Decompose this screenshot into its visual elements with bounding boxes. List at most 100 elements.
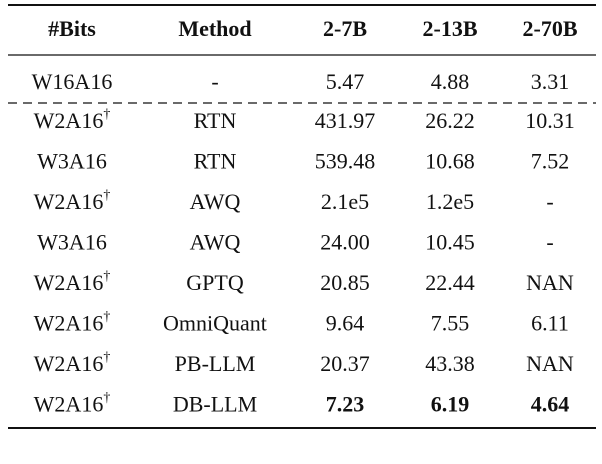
bits-cell: W2A16† bbox=[34, 391, 111, 417]
value-cell-text: 3.31 bbox=[531, 69, 570, 94]
value-cell-text: 6.19 bbox=[431, 392, 470, 417]
bits-cell-text: W2A16 bbox=[34, 189, 104, 214]
bits-cell-text: W3A16 bbox=[37, 149, 107, 174]
header-cell: Method bbox=[178, 16, 251, 41]
value-cell: 431.97 bbox=[315, 108, 376, 133]
bits-cell-text: W2A16 bbox=[34, 270, 104, 295]
footnote-mark: † bbox=[103, 310, 110, 325]
header-cell: #Bits bbox=[48, 16, 96, 41]
value-cell-text: 4.64 bbox=[531, 392, 570, 417]
header-cell-text: #Bits bbox=[48, 16, 96, 41]
value-cell-text: 6.11 bbox=[531, 311, 569, 336]
value-cell-text: 22.44 bbox=[425, 270, 475, 295]
footnote-mark: † bbox=[103, 391, 110, 406]
value-cell: NAN bbox=[526, 351, 574, 376]
method-cell: RTN bbox=[194, 149, 237, 174]
method-cell: RTN bbox=[194, 108, 237, 133]
bits-cell: W2A16† bbox=[34, 310, 111, 336]
header-cell: 2-70B bbox=[523, 16, 578, 41]
value-cell-text: 1.2e5 bbox=[426, 189, 474, 214]
value-cell-text: 24.00 bbox=[320, 230, 370, 255]
value-cell: 43.38 bbox=[425, 351, 475, 376]
bits-cell: W2A16† bbox=[34, 350, 111, 376]
value-cell: 3.31 bbox=[531, 69, 570, 94]
footnote-mark: † bbox=[103, 269, 110, 284]
value-cell-text: 539.48 bbox=[315, 149, 376, 174]
value-cell-text: 9.64 bbox=[326, 311, 365, 336]
value-cell-text: - bbox=[546, 230, 553, 255]
value-cell-text: 2.1e5 bbox=[321, 189, 369, 214]
header-cell: 2-13B bbox=[423, 16, 478, 41]
bits-cell-text: W2A16 bbox=[34, 108, 104, 133]
value-cell: 7.55 bbox=[431, 311, 470, 336]
value-cell: 4.88 bbox=[431, 69, 470, 94]
footnote-mark: † bbox=[103, 188, 110, 203]
value-cell: 10.68 bbox=[425, 149, 475, 174]
method-cell: GPTQ bbox=[186, 270, 244, 295]
value-cell: 20.37 bbox=[320, 351, 370, 376]
method-cell-text: AWQ bbox=[190, 230, 241, 255]
method-cell: DB-LLM bbox=[173, 392, 257, 417]
footnote-mark: † bbox=[103, 350, 110, 365]
bits-cell: W2A16† bbox=[34, 107, 111, 133]
value-cell-text: 10.68 bbox=[425, 149, 475, 174]
bits-cell: W2A16† bbox=[34, 269, 111, 295]
value-cell-text: 10.45 bbox=[425, 230, 475, 255]
value-cell-text: 10.31 bbox=[525, 108, 575, 133]
value-cell: 9.64 bbox=[326, 311, 365, 336]
value-cell-text: 4.88 bbox=[431, 69, 470, 94]
value-cell: 20.85 bbox=[320, 270, 370, 295]
bits-cell-text: W2A16 bbox=[34, 311, 104, 336]
value-cell: NAN bbox=[526, 270, 574, 295]
value-cell: 10.31 bbox=[525, 108, 575, 133]
value-cell: - bbox=[546, 230, 553, 255]
method-cell: - bbox=[211, 69, 218, 94]
bits-cell: W3A16 bbox=[37, 230, 107, 255]
value-cell: 22.44 bbox=[425, 270, 475, 295]
method-cell-text: OmniQuant bbox=[163, 311, 267, 336]
method-cell-text: GPTQ bbox=[186, 270, 244, 295]
method-cell: AWQ bbox=[190, 230, 241, 255]
footnote-mark: † bbox=[103, 107, 110, 122]
value-cell-text: 7.55 bbox=[431, 311, 470, 336]
value-cell-text: NAN bbox=[526, 351, 574, 376]
method-cell-text: AWQ bbox=[190, 189, 241, 214]
value-cell: 1.2e5 bbox=[426, 189, 474, 214]
value-cell-text: 7.23 bbox=[326, 392, 365, 417]
header-cell-text: 2-13B bbox=[423, 16, 478, 41]
value-cell: 10.45 bbox=[425, 230, 475, 255]
bits-cell-text: W2A16 bbox=[34, 351, 104, 376]
value-cell: 7.23 bbox=[326, 392, 365, 417]
bits-cell: W16A16 bbox=[32, 69, 113, 94]
method-cell-text: RTN bbox=[194, 108, 237, 133]
header-cell-text: Method bbox=[178, 16, 251, 41]
method-cell: AWQ bbox=[190, 189, 241, 214]
method-cell-text: RTN bbox=[194, 149, 237, 174]
value-cell-text: 5.47 bbox=[326, 69, 365, 94]
bits-cell-text: W3A16 bbox=[37, 230, 107, 255]
value-cell-text: - bbox=[546, 189, 553, 214]
value-cell-text: NAN bbox=[526, 270, 574, 295]
method-cell-text: - bbox=[211, 69, 218, 94]
value-cell-text: 26.22 bbox=[425, 108, 475, 133]
method-cell: PB-LLM bbox=[175, 351, 256, 376]
value-cell: 4.64 bbox=[531, 392, 570, 417]
method-cell: OmniQuant bbox=[163, 311, 267, 336]
value-cell: 5.47 bbox=[326, 69, 365, 94]
header-cell-text: 2-70B bbox=[523, 16, 578, 41]
method-cell-text: DB-LLM bbox=[173, 392, 257, 417]
value-cell: 539.48 bbox=[315, 149, 376, 174]
value-cell-text: 431.97 bbox=[315, 108, 376, 133]
bits-cell-text: W16A16 bbox=[32, 69, 113, 94]
value-cell-text: 20.85 bbox=[320, 270, 370, 295]
header-cell: 2-7B bbox=[323, 16, 367, 41]
value-cell: 24.00 bbox=[320, 230, 370, 255]
value-cell-text: 43.38 bbox=[425, 351, 475, 376]
value-cell: 6.19 bbox=[431, 392, 470, 417]
bits-cell-text: W2A16 bbox=[34, 392, 104, 417]
value-cell: 2.1e5 bbox=[321, 189, 369, 214]
value-cell: 26.22 bbox=[425, 108, 475, 133]
value-cell-text: 20.37 bbox=[320, 351, 370, 376]
value-cell: 7.52 bbox=[531, 149, 570, 174]
